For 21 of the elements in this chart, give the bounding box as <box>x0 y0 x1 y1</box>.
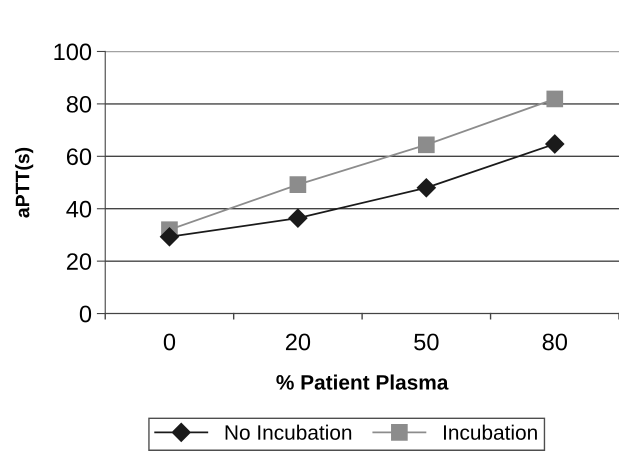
point <box>545 134 564 154</box>
point <box>546 90 564 108</box>
x-tick-label: 80 <box>542 334 567 350</box>
x-axis-title: % Patient Plasma <box>276 374 449 390</box>
legend-label: No Incubation <box>226 424 352 440</box>
x-tick-label: 50 <box>414 334 439 350</box>
point <box>416 178 436 198</box>
y-tick-label: 0 <box>80 306 92 322</box>
x-tick-label: 20 <box>286 334 310 350</box>
y-tick-label: 60 <box>66 148 92 166</box>
point <box>290 176 306 193</box>
y-axis-title: aPTT(s) <box>15 148 34 218</box>
point <box>160 227 179 246</box>
y-tick-label: 100 <box>54 44 92 60</box>
y-tick-label: 40 <box>66 200 92 218</box>
point <box>418 136 435 154</box>
legend-label: Incubation <box>444 424 537 440</box>
x-tick-label: 0 <box>164 334 176 350</box>
y-tick-label: 20 <box>66 253 92 270</box>
point <box>288 208 308 228</box>
y-tick-label: 80 <box>66 96 92 113</box>
